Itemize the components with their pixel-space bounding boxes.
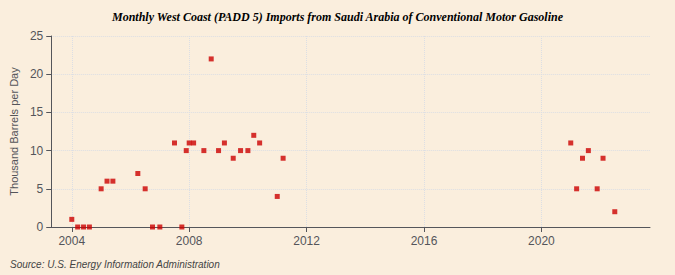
svg-text:2008: 2008 [176, 234, 203, 248]
svg-text:Monthly West Coast (PADD 5) Im: Monthly West Coast (PADD 5) Imports from… [111, 10, 564, 24]
svg-text:10: 10 [30, 144, 44, 158]
svg-text:5: 5 [37, 182, 44, 196]
svg-text:2004: 2004 [58, 234, 85, 248]
svg-text:0: 0 [37, 220, 44, 234]
svg-text:25: 25 [30, 29, 44, 43]
svg-text:2016: 2016 [411, 234, 438, 248]
svg-text:2012: 2012 [293, 234, 320, 248]
svg-text:Source: U.S. Energy Informatio: Source: U.S. Energy Information Administ… [10, 259, 220, 270]
svg-text:Thousand Barrels per Day: Thousand Barrels per Day [8, 67, 20, 196]
svg-text:15: 15 [30, 105, 44, 119]
svg-text:20: 20 [30, 67, 44, 81]
svg-text:2020: 2020 [528, 234, 555, 248]
